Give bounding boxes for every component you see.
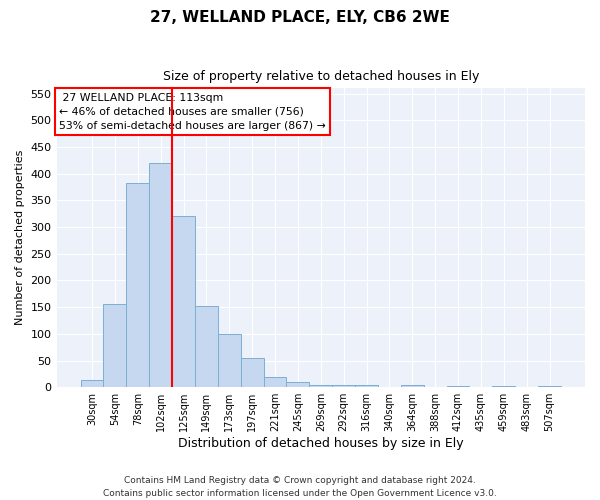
Text: 27 WELLAND PLACE: 113sqm
← 46% of detached houses are smaller (756)
53% of semi-: 27 WELLAND PLACE: 113sqm ← 46% of detach… (59, 93, 326, 131)
Text: Contains HM Land Registry data © Crown copyright and database right 2024.
Contai: Contains HM Land Registry data © Crown c… (103, 476, 497, 498)
Bar (127, 183, 149, 387)
Bar (172, 216, 195, 387)
Bar (149, 162, 172, 387)
Bar (286, 382, 310, 387)
Bar (355, 384, 378, 387)
Bar (103, 304, 127, 387)
Bar (493, 386, 515, 387)
Bar (538, 386, 561, 387)
Bar (310, 384, 332, 387)
Bar (401, 385, 424, 387)
Title: Size of property relative to detached houses in Ely: Size of property relative to detached ho… (163, 70, 479, 83)
Bar (218, 334, 241, 387)
Bar (446, 386, 469, 387)
X-axis label: Distribution of detached houses by size in Ely: Distribution of detached houses by size … (178, 437, 464, 450)
Bar (263, 377, 286, 387)
Bar (241, 358, 263, 387)
Bar (195, 306, 218, 387)
Y-axis label: Number of detached properties: Number of detached properties (15, 150, 25, 326)
Bar (332, 385, 355, 387)
Text: 27, WELLAND PLACE, ELY, CB6 2WE: 27, WELLAND PLACE, ELY, CB6 2WE (150, 10, 450, 25)
Bar (80, 380, 103, 387)
